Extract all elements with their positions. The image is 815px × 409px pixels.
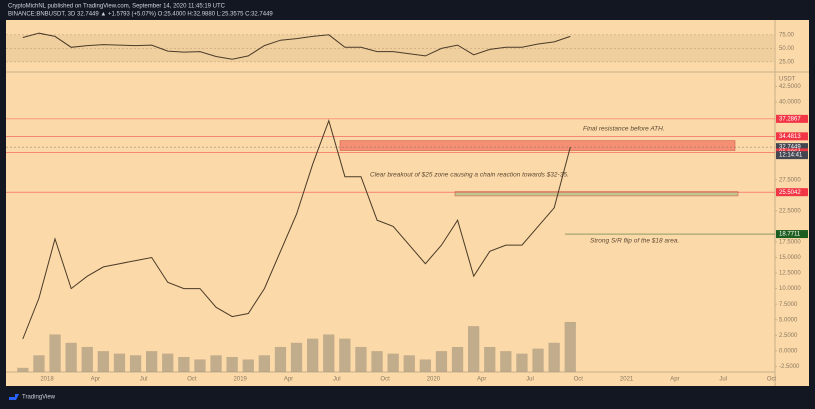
rsi-tick-label: 25.00 <box>779 59 795 65</box>
chart-area <box>6 20 809 386</box>
x-tick-label: Apr <box>670 377 679 383</box>
price-marker <box>776 132 808 141</box>
volume-bar <box>81 346 93 372</box>
volume-bar <box>435 351 448 372</box>
y-tick-label: 27.5000 <box>779 177 801 183</box>
brand: TradingView <box>22 395 56 401</box>
volume-bar <box>146 351 158 372</box>
y-tick-label: -2.5000 <box>779 364 800 370</box>
volume-bar <box>178 356 190 372</box>
volume-bar <box>258 355 270 372</box>
volume-bar <box>97 351 109 372</box>
x-tick-label: Oct <box>574 377 584 383</box>
logo <box>9 394 19 400</box>
volume-bar <box>500 351 512 372</box>
volume-bar <box>564 321 576 372</box>
volume-bar <box>387 353 399 372</box>
x-tick-label: Oct <box>380 377 390 383</box>
x-tick-label: 2019 <box>234 377 248 383</box>
price-marker <box>776 230 808 239</box>
volume-bar <box>355 346 367 372</box>
volume-bar <box>17 367 29 372</box>
volume-bar <box>468 326 480 372</box>
y-tick-label: 17.5000 <box>779 240 801 246</box>
x-tick-label: Apr <box>284 377 293 383</box>
volume-bar <box>33 355 45 372</box>
x-tick-label: Jul <box>526 377 534 383</box>
y-tick-label: 40.0000 <box>779 100 801 106</box>
y-tick-label: 15.0000 <box>779 255 801 261</box>
y-tick-label: 22.5000 <box>779 208 801 214</box>
y-tick-label: 12.5000 <box>779 271 801 277</box>
rsi-line <box>22 32 571 60</box>
axis-unit: USDT <box>779 77 796 83</box>
price-marker-label: 18.7711 <box>779 232 801 238</box>
volume-bar <box>194 359 206 372</box>
x-tick-label: 2021 <box>620 377 634 383</box>
volume-bar <box>484 346 496 372</box>
volume-bar <box>49 334 61 372</box>
volume-bar <box>403 355 415 372</box>
price-marker-label: 37.2867 <box>779 116 801 122</box>
volume-bar <box>307 338 319 372</box>
volume-bar <box>129 355 142 372</box>
volume-bar <box>516 353 528 372</box>
y-tick-label: 5.0000 <box>779 317 798 323</box>
price-line-series <box>22 119 571 340</box>
volume-bar <box>339 338 351 372</box>
x-tick-label: Jul <box>333 377 341 383</box>
volume-bar <box>451 346 464 372</box>
price-marker <box>776 188 808 197</box>
symbol-info: BINANCE:BNBUSDT, 3D 32.7449 ▲ +1.5793 (+… <box>8 12 273 18</box>
volume-bar <box>162 353 174 372</box>
price-marker-label: 25.5042 <box>779 190 801 196</box>
rsi-tick-label: 75.00 <box>779 32 795 38</box>
x-tick-label: Oct <box>767 377 777 383</box>
y-tick-label: 7.5000 <box>779 302 798 308</box>
x-tick-label: Jul <box>719 377 727 383</box>
volume-bar <box>65 342 77 372</box>
volume-bar <box>210 355 222 372</box>
price-marker <box>776 114 808 123</box>
volume-bar <box>419 359 431 372</box>
x-tick-label: Apr <box>477 377 486 383</box>
volume-bar <box>274 346 287 372</box>
volume-bar <box>113 353 126 372</box>
y-tick-label: 42.5000 <box>779 84 801 90</box>
x-tick-label: Jul <box>140 377 148 383</box>
annotation: Strong S/R flip of the $18 area. <box>590 238 679 245</box>
countdown: 12:14:41 <box>779 153 803 159</box>
publisher: CryptoMichNL published on TradingView.co… <box>8 4 226 10</box>
volume-bar <box>242 359 254 372</box>
volume-bar <box>323 334 335 372</box>
price-marker-label: 32.7449 <box>779 145 801 151</box>
volume-bar <box>548 342 560 372</box>
y-tick-label: 10.0000 <box>779 286 801 292</box>
volume-bar <box>371 351 383 372</box>
countdown-box <box>776 151 808 160</box>
price-marker <box>776 143 808 152</box>
x-tick-label: 2018 <box>40 377 54 383</box>
x-tick-label: Apr <box>91 377 100 383</box>
annotation: Clear breakout of $25 zone causing a cha… <box>370 172 569 179</box>
zone <box>339 140 736 151</box>
volume-bar <box>532 348 544 372</box>
y-tick-label: 2.5000 <box>779 333 798 339</box>
y-tick-label: 0.0000 <box>779 348 798 354</box>
annotation: Final resistance before ATH. <box>583 126 665 133</box>
x-tick-label: 2020 <box>427 377 441 383</box>
volume-bar <box>226 356 238 372</box>
price-marker-label: 34.4813 <box>779 134 801 140</box>
rsi-tick-label: 50.00 <box>779 46 795 52</box>
zone <box>454 191 739 197</box>
volume-bar <box>290 342 303 372</box>
x-tick-label: Oct <box>187 377 197 383</box>
